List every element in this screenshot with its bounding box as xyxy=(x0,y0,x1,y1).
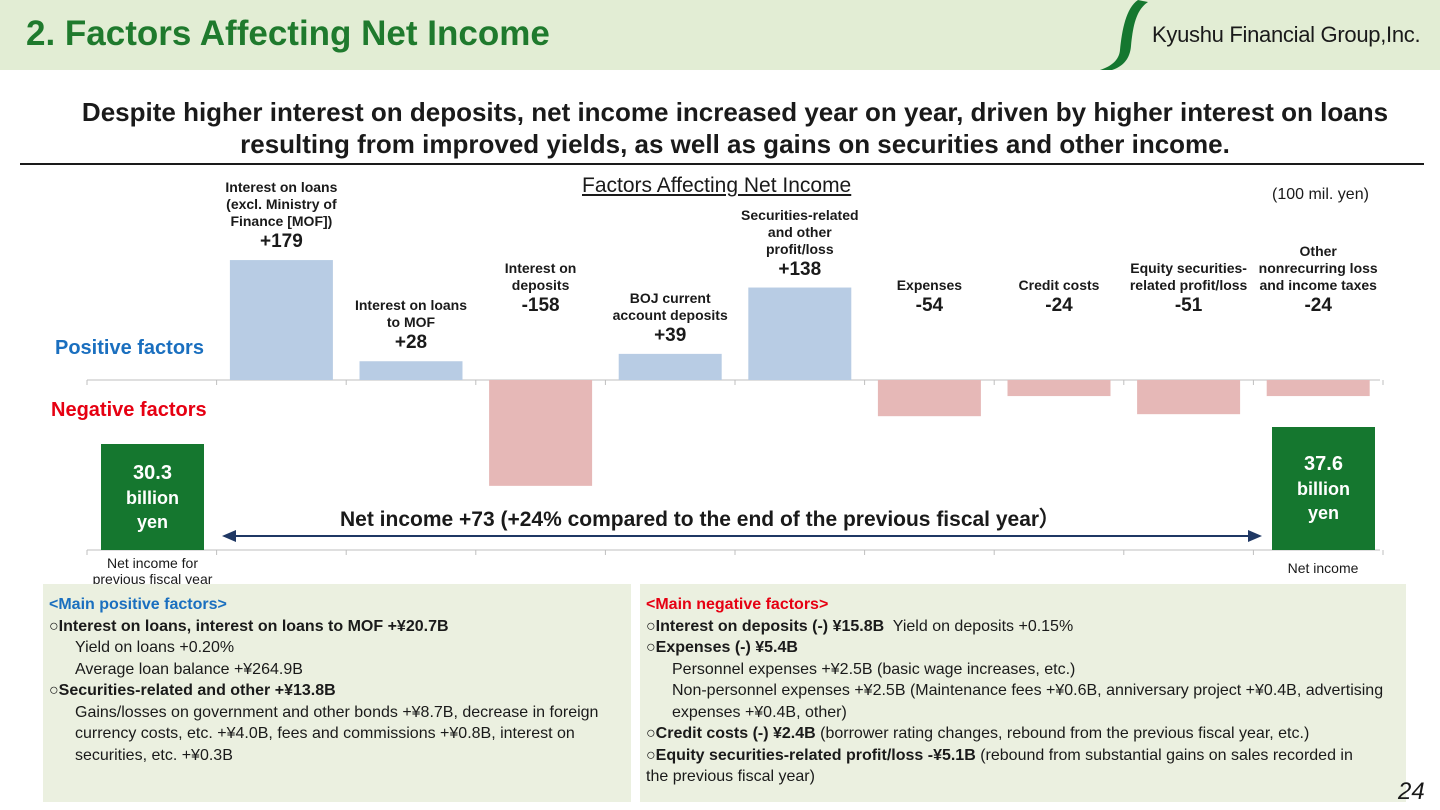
negative-item-1-title: ○Interest on deposits (-) ¥15.8B xyxy=(646,617,885,635)
category-label: BOJ current account deposits +39 xyxy=(608,290,732,348)
negative-panel-heading: <Main negative factors> xyxy=(646,596,829,613)
divider xyxy=(20,163,1424,165)
negative-item-3-title: ○Credit costs (-) ¥2.4B xyxy=(646,725,816,742)
negative-item-4-detail: (rebound from substantial gains on sales… xyxy=(646,746,1353,786)
category-value: -51 xyxy=(1174,295,1203,316)
arrow-left-head-icon xyxy=(222,530,236,542)
positive-panel-heading: <Main positive factors> xyxy=(49,596,227,613)
positive-item-1: ○Interest on loans, interest on loans to… xyxy=(49,617,449,635)
positive-factors-panel: <Main positive factors> ○Interest on loa… xyxy=(43,584,631,802)
category-label: Expenses -54 xyxy=(867,277,991,318)
page-title: 2. Factors Affecting Net Income xyxy=(26,14,550,53)
negative-item-1: ○Interest on deposits (-) ¥15.8B Yield o… xyxy=(646,616,1406,638)
factor-bar xyxy=(748,287,852,380)
positive-factors-label: Positive factors xyxy=(55,337,204,359)
page-number: 24 xyxy=(1398,778,1425,805)
category-value: -24 xyxy=(1045,295,1073,316)
factor-bar xyxy=(359,361,463,380)
category-label: Interest on loans (excl. Ministry of Fin… xyxy=(219,179,343,254)
factor-bar xyxy=(618,353,722,380)
negative-item-3: ○Credit costs (-) ¥2.4B (borrower rating… xyxy=(646,723,1406,745)
category-label: Other nonrecurring loss and income taxes… xyxy=(1256,243,1380,318)
net-change-label: Net income +73 (+24% compared to the end… xyxy=(340,508,1061,531)
x-label-end: Net income xyxy=(1287,560,1359,576)
negative-factors-panel: <Main negative factors> ○Interest on dep… xyxy=(640,584,1406,802)
category-name: Interest on deposits xyxy=(504,260,577,293)
factor-bar xyxy=(877,380,981,417)
chart-title: Factors Affecting Net Income xyxy=(582,174,852,197)
category-value: +138 xyxy=(778,258,822,280)
logo-text: Kyushu Financial Group,Inc. xyxy=(1152,22,1421,47)
category-label: Equity securities-related profit/loss -51 xyxy=(1127,260,1251,318)
negative-item-3-detail: (borrower rating changes, rebound from t… xyxy=(815,725,1310,742)
category-value: -54 xyxy=(915,295,944,316)
category-name: Other nonrecurring loss and income taxes xyxy=(1258,243,1378,293)
category-label: Interest on deposits -158 xyxy=(479,260,603,318)
end-box-unit: billion yen xyxy=(1297,479,1350,523)
category-value: -24 xyxy=(1304,295,1332,316)
factor-bar xyxy=(1266,380,1370,397)
start-box-value: 30.3 xyxy=(133,461,172,484)
category-name: Credit costs xyxy=(1018,277,1100,293)
factor-bar xyxy=(489,380,593,486)
header-bar: 2. Factors Affecting Net Income Kyushu F… xyxy=(0,0,1440,70)
negative-item-1-detail: Yield on deposits +0.15% xyxy=(884,617,1074,635)
category-name: Securities-related and other profit/loss xyxy=(741,206,859,257)
negative-item-2: ○Expenses (-) ¥5.4B xyxy=(646,639,798,656)
category-value: +28 xyxy=(394,332,428,354)
company-logo: Kyushu Financial Group,Inc. xyxy=(1098,0,1440,70)
headline: Despite higher interest on deposits, net… xyxy=(81,97,1389,159)
category-name: BOJ current account deposits xyxy=(612,289,728,323)
negative-item-4: ○Equity securities-related profit/loss -… xyxy=(646,745,1406,788)
negative-item-2-detail-1: Personnel expenses +¥2.5B (basic wage in… xyxy=(672,660,1076,678)
category-label: Securities-related and other profit/loss… xyxy=(738,207,862,282)
positive-item-2-detail: Gains/losses on government and other bon… xyxy=(75,703,599,764)
unit-label: (100 mil. yen) xyxy=(1272,186,1369,203)
category-name: Interest on loans to MOF xyxy=(354,297,468,331)
positive-item-1-detail-1: Yield on loans +0.20% xyxy=(75,639,235,656)
negative-item-4-title: ○Equity securities-related profit/loss -… xyxy=(646,746,976,764)
positive-item-1-detail-2: Average loan balance +¥264.9B xyxy=(75,660,303,678)
start-net-income-box: 30.3 billion yen xyxy=(101,444,204,550)
category-name: Interest on loans (excl. Ministry of Fin… xyxy=(225,179,338,230)
start-box-unit: billion yen xyxy=(126,487,179,532)
negative-factors-label: Negative factors xyxy=(51,399,207,421)
category-value: +39 xyxy=(654,324,687,346)
category-name: Equity securities-related profit/loss xyxy=(1129,260,1248,293)
end-net-income-box: 37.6 billion yen xyxy=(1272,427,1375,550)
positive-item-2: ○Securities-related and other +¥13.8B xyxy=(49,682,336,699)
category-value: +179 xyxy=(259,231,303,253)
factor-bar xyxy=(229,260,333,380)
category-name: Expenses xyxy=(896,277,963,293)
x-label-start: Net income for previous fiscal year xyxy=(92,555,213,587)
category-label: Credit costs -24 xyxy=(997,277,1121,318)
category-value: -158 xyxy=(521,295,560,316)
end-box-value: 37.6 xyxy=(1304,453,1343,475)
waterfall-chart xyxy=(86,260,1384,555)
factor-bar xyxy=(1007,380,1111,397)
arrow-right-head-icon xyxy=(1248,530,1262,542)
negative-item-2-detail-2: Non-personnel expenses +¥2.5B (Maintenan… xyxy=(672,682,1384,721)
logo-mark-icon xyxy=(1100,0,1148,70)
category-label: Interest on loans to MOF +28 xyxy=(349,297,473,355)
factor-bar xyxy=(1137,380,1241,415)
